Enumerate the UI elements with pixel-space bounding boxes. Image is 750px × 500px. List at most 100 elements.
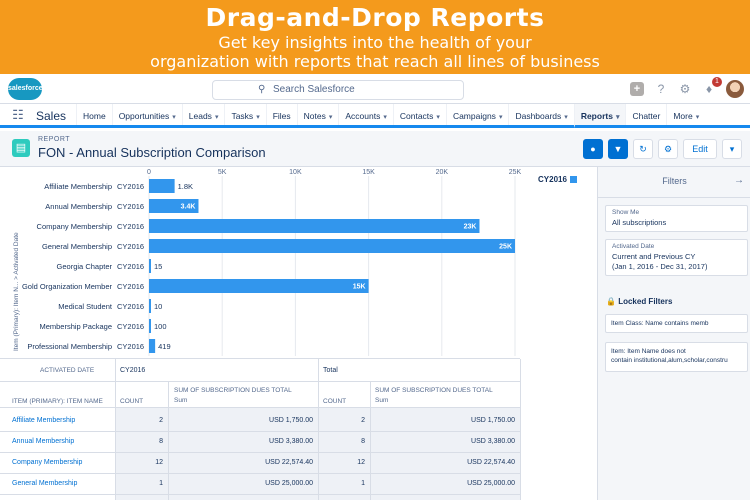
series-label: CY2016 bbox=[117, 262, 144, 271]
header-item-name[interactable]: ITEM (PRIMARY): ITEM NAME bbox=[12, 398, 103, 405]
category-label: Affiliate Membership bbox=[44, 182, 112, 191]
chevron-down-icon[interactable]: ▾ bbox=[214, 114, 219, 121]
chevron-down-icon[interactable]: ▾ bbox=[615, 114, 620, 121]
app-navigation: ☷ Sales Home Opportunities ▾ Leads ▾ Tasks ▾ Fi… bbox=[0, 104, 750, 128]
nav-item-label: Home bbox=[83, 111, 106, 121]
series-label: CY2016 bbox=[117, 222, 144, 231]
locked-filter-item-name: Item: Item Name does not contain institu… bbox=[605, 342, 748, 372]
report-header: ▤ REPORT FON - Annual Subscription Compa… bbox=[0, 131, 750, 167]
locked-filters-heading: 🔒 Locked Filters bbox=[606, 297, 672, 306]
table-row: Company Membership 12 USD 22,574.40 12 USD 2… bbox=[0, 453, 520, 474]
filters-panel: Filters → Show Me All subscriptions Acti… bbox=[597, 167, 750, 500]
nav-item-label: Leads bbox=[188, 111, 212, 121]
chevron-down-icon[interactable]: ▾ bbox=[436, 114, 440, 121]
category-label: Medical Student bbox=[58, 302, 113, 311]
table-divider bbox=[0, 407, 520, 408]
total-sum-cell: USD 3,380.00 bbox=[471, 438, 515, 445]
legend-swatch bbox=[569, 176, 577, 184]
chevron-down-icon[interactable]: ▾ bbox=[564, 114, 568, 121]
promo-banner: Drag-and-Drop Reports Get key insights i… bbox=[0, 0, 750, 74]
report-title: FON - Annual Subscription Comparison bbox=[38, 145, 266, 160]
series-label: CY2016 bbox=[117, 282, 144, 291]
nav-item-contacts[interactable]: Contacts ▾ bbox=[392, 104, 446, 125]
show-me-label: Show Me bbox=[612, 209, 640, 216]
nav-item-label: Tasks bbox=[231, 111, 254, 121]
banner-subtitle-line2: organization with reports that reach all… bbox=[150, 52, 600, 71]
bar-value-label: 100 bbox=[154, 322, 167, 331]
refresh-icon[interactable]: ↻ bbox=[633, 139, 653, 159]
header-activated-date: ACTIVATED DATE bbox=[40, 367, 95, 374]
item-name-link[interactable]: Company Membership bbox=[12, 459, 83, 466]
total-count-cell: 1 bbox=[361, 480, 365, 487]
series-label: CY2016 bbox=[117, 342, 144, 351]
edit-menu-chevron-down-icon[interactable]: ▾ bbox=[722, 139, 742, 159]
nav-item-label: Chatter bbox=[632, 111, 661, 121]
refresh-chart-button[interactable]: ● bbox=[583, 139, 603, 159]
header-total-sum-sub: Sum bbox=[375, 397, 389, 404]
count-cell: 1 bbox=[159, 480, 163, 487]
banner-title: Drag-and-Drop Reports bbox=[205, 3, 545, 32]
nav-item-campaigns[interactable]: Campaigns ▾ bbox=[445, 104, 509, 125]
sum-cell: USD 1,750.00 bbox=[269, 417, 313, 424]
edit-button[interactable]: Edit bbox=[683, 139, 717, 159]
chevron-down-icon[interactable]: ▾ bbox=[328, 114, 333, 121]
series-label: CY2016 bbox=[117, 322, 144, 331]
user-avatar[interactable] bbox=[726, 80, 744, 98]
chevron-down-icon[interactable]: ▾ bbox=[256, 114, 260, 121]
chevron-down-icon[interactable]: ▾ bbox=[383, 114, 387, 121]
chevron-down-icon[interactable]: ▾ bbox=[172, 114, 176, 121]
bar bbox=[149, 299, 151, 313]
nav-item-label: Files bbox=[272, 111, 291, 121]
activated-date-value: Current and Previous CY bbox=[612, 252, 696, 261]
item-name-link[interactable]: Annual Membership bbox=[12, 438, 75, 445]
notifications-bell-icon[interactable]: ♦ 1 bbox=[702, 77, 722, 96]
report-type-label: REPORT bbox=[38, 136, 71, 143]
nav-item-opportunities[interactable]: Opportunities ▾ bbox=[111, 104, 182, 125]
collapse-arrow-icon[interactable]: → bbox=[734, 175, 744, 186]
header-count[interactable]: COUNT bbox=[120, 398, 144, 405]
chevron-down-icon[interactable]: ▾ bbox=[498, 114, 503, 121]
nav-item-home[interactable]: Home bbox=[76, 104, 112, 125]
show-me-filter[interactable]: Show Me All subscriptions bbox=[605, 205, 748, 232]
chevron-down-icon[interactable]: ▾ bbox=[695, 114, 700, 121]
category-label: Gold Organization Member bbox=[22, 282, 113, 291]
global-header: salesforce ⚲ Search Salesforce + ? ⚙ ♦ 1 bbox=[0, 74, 750, 104]
header-total-sum[interactable]: SUM OF SUBSCRIPTION DUES TOTAL bbox=[375, 387, 493, 394]
nav-item-dashboards[interactable]: Dashboards ▾ bbox=[508, 104, 573, 125]
header-cy2016[interactable]: CY2016 bbox=[120, 367, 146, 374]
item-name-link[interactable]: General Membership bbox=[12, 480, 78, 487]
setup-gear-icon[interactable]: ⚙ bbox=[679, 82, 691, 96]
category-label: Annual Membership bbox=[45, 202, 112, 211]
nav-item-chatter[interactable]: Chatter bbox=[625, 104, 666, 125]
nav-item-reports[interactable]: Reports ▾ bbox=[573, 104, 626, 128]
activated-date-filter[interactable]: Activated Date Current and Previous CY (… bbox=[605, 239, 748, 276]
search-input[interactable]: ⚲ Search Salesforce bbox=[212, 80, 464, 100]
header-sum[interactable]: SUM OF SUBSCRIPTION DUES TOTAL bbox=[174, 387, 292, 394]
nav-item-notes[interactable]: Notes ▾ bbox=[296, 104, 339, 125]
nav-item-accounts[interactable]: Accounts ▾ bbox=[338, 104, 392, 125]
total-sum-cell: USD 25,000.00 bbox=[467, 480, 515, 487]
search-placeholder: Search Salesforce bbox=[273, 84, 355, 95]
settings-gear-icon[interactable]: ⚙ bbox=[658, 139, 678, 159]
header-total-count[interactable]: COUNT bbox=[323, 398, 347, 405]
nav-item-tasks[interactable]: Tasks ▾ bbox=[224, 104, 265, 125]
nav-item-leads[interactable]: Leads ▾ bbox=[181, 104, 225, 125]
item-name-link[interactable]: Affiliate Membership bbox=[12, 417, 76, 424]
total-sum-cell: USD 22,574.40 bbox=[467, 459, 515, 466]
total-sum-cell: USD 1,750.00 bbox=[471, 417, 515, 424]
global-actions-icon[interactable]: + bbox=[630, 82, 644, 96]
filter-icon[interactable]: ▼ bbox=[608, 139, 628, 159]
nav-item-label: More bbox=[673, 111, 693, 121]
notification-badge: 1 bbox=[712, 77, 722, 87]
app-name: Sales bbox=[36, 109, 67, 123]
header-total: Total bbox=[323, 367, 338, 374]
count-cell: 2 bbox=[159, 417, 163, 424]
category-label: Professional Membership bbox=[27, 342, 112, 351]
salesforce-logo[interactable]: salesforce bbox=[8, 78, 43, 100]
help-icon[interactable]: ? bbox=[657, 82, 665, 96]
app-launcher-icon[interactable]: ☷ bbox=[12, 106, 24, 122]
nav-item-files[interactable]: Files bbox=[265, 104, 297, 125]
table-divider bbox=[520, 359, 521, 500]
series-label: CY2016 bbox=[117, 242, 144, 251]
nav-item-more[interactable]: More ▾ bbox=[666, 104, 705, 125]
